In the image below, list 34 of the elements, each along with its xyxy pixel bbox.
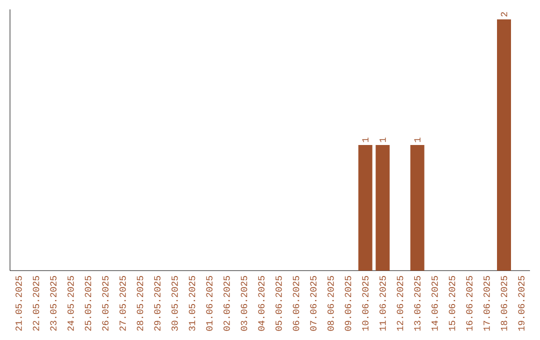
x-tick-label: 13.06.2025: [414, 276, 420, 331]
x-tick-label: 15.06.2025: [448, 276, 456, 331]
x-tick-label: 01.06.2025: [206, 276, 212, 331]
x-tick-label: 14.06.2025: [432, 276, 438, 331]
data-label: 1: [380, 138, 386, 142]
x-tick-label: 06.06.2025: [292, 276, 300, 331]
x-tick-label: 30.05.2025: [172, 276, 178, 331]
x-tick-label: 05.06.2025: [276, 276, 282, 331]
x-tick-label: 17.06.2025: [484, 276, 490, 331]
x-tick-label: 19.06.2025: [518, 276, 524, 331]
data-label: 2: [500, 12, 508, 16]
x-tick-label: 27.05.2025: [120, 276, 126, 331]
x-tick-label: 07.06.2025: [310, 276, 316, 331]
x-tick-label: 08.06.2025: [328, 276, 334, 331]
x-tick-label: 09.06.2025: [344, 276, 352, 331]
x-tick-label: 11.06.2025: [380, 276, 386, 331]
x-tick-label: 31.05.2025: [188, 276, 196, 331]
x-tick-label: 26.05.2025: [102, 276, 108, 331]
x-tick-label: 03.06.2025: [240, 276, 248, 331]
x-tick-label: 16.06.2025: [466, 276, 472, 331]
x-tick-label: 18.06.2025: [500, 276, 508, 331]
x-tick-label: 10.06.2025: [362, 276, 368, 331]
x-tick-label: 21.05.2025: [16, 276, 22, 331]
x-tick-label: 12.06.2025: [396, 276, 404, 331]
x-tick-label: 25.05.2025: [84, 276, 92, 331]
x-tick-label: 22.05.2025: [32, 276, 40, 331]
x-tick-label: 04.06.2025: [258, 276, 264, 331]
x-tick-label: 24.05.2025: [68, 276, 74, 331]
x-tick-label: 29.05.2025: [154, 276, 160, 331]
data-label: 1: [414, 138, 420, 142]
data-label: 1: [362, 138, 368, 142]
x-tick-label: 23.05.2025: [50, 276, 56, 331]
x-tick-label: 28.05.2025: [136, 276, 144, 331]
x-tick-label: 02.06.2025: [224, 276, 230, 331]
